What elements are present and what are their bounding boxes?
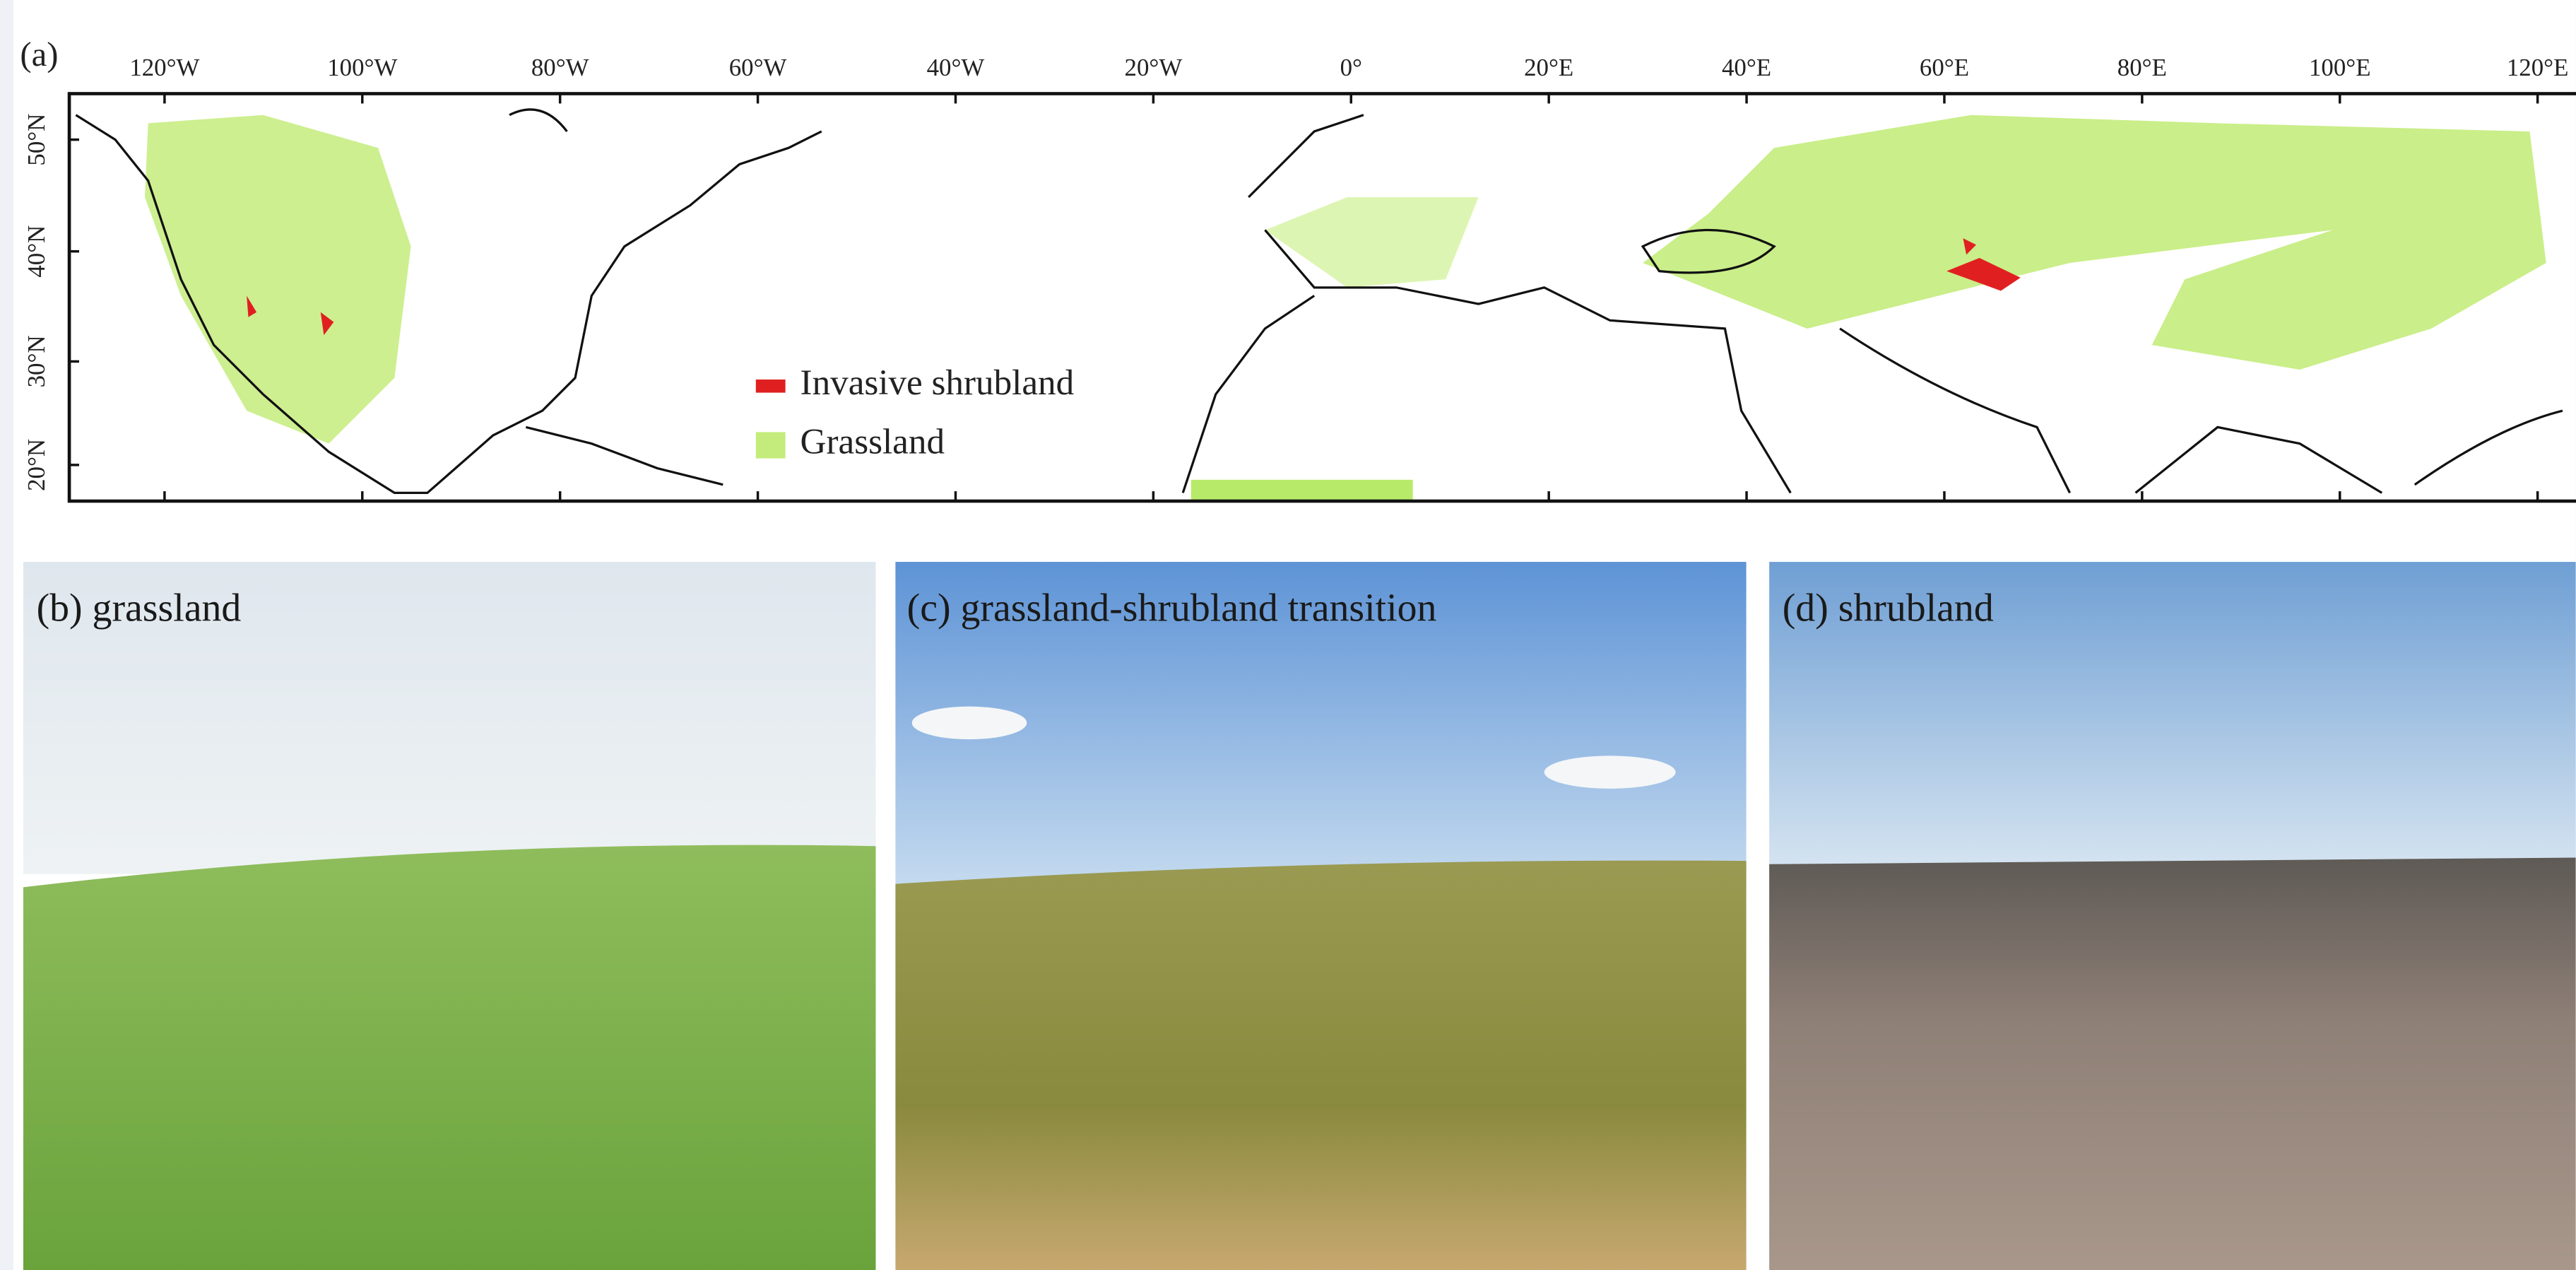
legend-label: Invasive shrubland <box>800 363 1075 403</box>
legend-swatch <box>756 380 786 393</box>
latitude-label: 20°N <box>23 439 50 491</box>
longitude-label: 80°E <box>2117 54 2167 81</box>
figure: (a) 120°W 100°W 80°W 60°W 40°W 20°W 0° 20°E 40°E… <box>0 0 2576 1270</box>
panel-label: (a) <box>20 35 58 74</box>
longitude-label: 60°W <box>729 54 787 81</box>
longitude-label: 100°W <box>327 54 397 81</box>
legend-swatch <box>756 432 786 458</box>
latitude-label: 40°N <box>23 225 50 278</box>
latitude-label: 30°N <box>23 335 50 387</box>
photo-caption: (b) grassland <box>37 587 242 630</box>
longitude-label: 80°W <box>531 54 589 81</box>
longitude-label: 20°W <box>1125 54 1183 81</box>
legend-label: Grassland <box>800 422 945 462</box>
longitude-label: 40°W <box>927 54 985 81</box>
ground <box>895 861 1746 1270</box>
latitude-label: 50°N <box>23 114 50 166</box>
ground <box>1769 857 2575 1270</box>
cloud <box>1544 755 1676 788</box>
photo-d: (d) shrubland <box>1769 562 2575 1270</box>
ground <box>23 845 876 1270</box>
longitude-label: 20°E <box>1524 54 1573 81</box>
longitude-label: 40°E <box>1722 54 1771 81</box>
cloud <box>912 707 1027 739</box>
photo-b: (b) grassland <box>23 562 876 1270</box>
longitude-label: 120°E <box>2507 54 2569 81</box>
photo-caption: (d) shrubland <box>1783 587 1994 630</box>
photo-c: (c) grassland-shrubland transition <box>895 562 1746 1270</box>
photo-caption: (c) grassland-shrubland transition <box>907 587 1437 630</box>
longitude-label: 100°E <box>2309 54 2371 81</box>
page: {"map": {"label": "(a)", "lon_labels": [… <box>0 0 2576 1270</box>
longitude-label: 120°W <box>129 54 199 81</box>
longitude-label: 0° <box>1340 54 1362 81</box>
grassland-region <box>1191 480 1413 501</box>
longitude-label: 60°E <box>1920 54 1969 81</box>
